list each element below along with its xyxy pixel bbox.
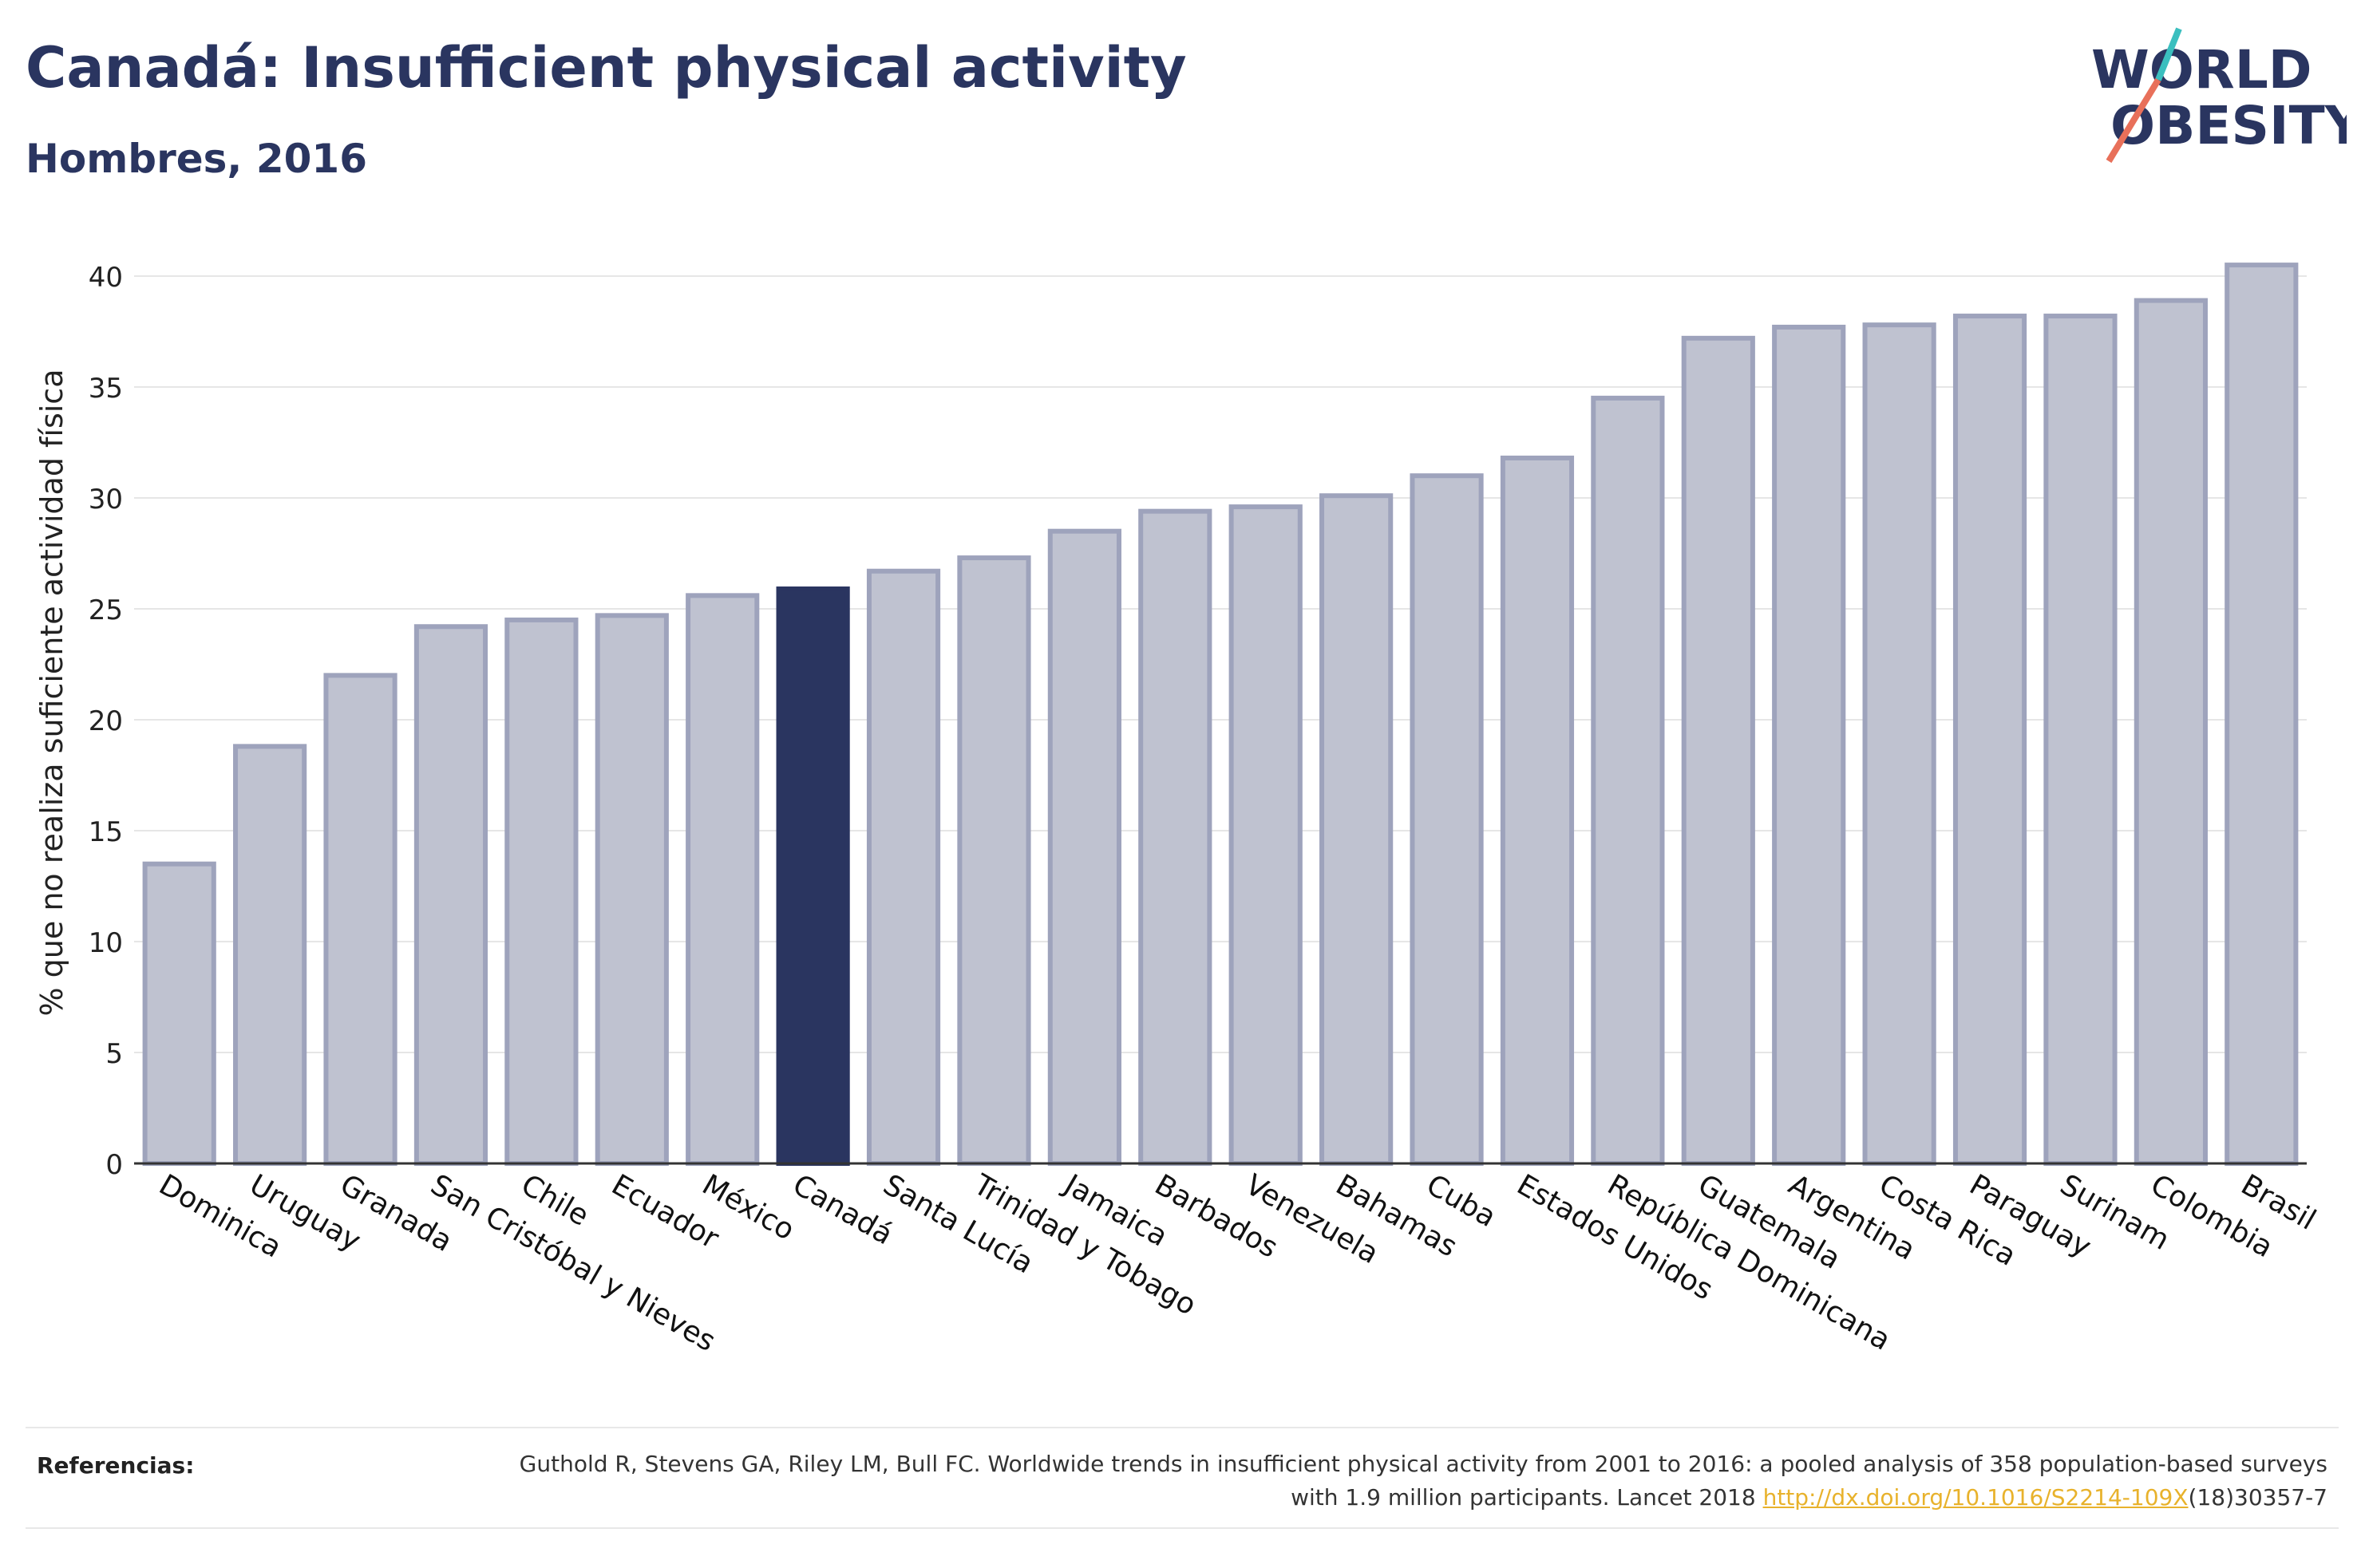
bar-19[interactable]: [1862, 322, 1936, 1166]
y-tick-label: 25: [89, 594, 123, 626]
references-label: Referencias:: [37, 1452, 195, 1479]
references-box: Referencias: Guthold R, Stevens GA, Rile…: [26, 1427, 2339, 1529]
page-subtitle: Hombres, 2016: [26, 136, 367, 182]
bar-16[interactable]: [1591, 395, 1665, 1166]
references-text: Guthold R, Stevens GA, Riley LM, Bull FC…: [492, 1448, 2327, 1515]
bar-7[interactable]: [776, 586, 850, 1166]
y-tick-label: 5: [105, 1038, 123, 1070]
bar-20[interactable]: [1952, 314, 2027, 1166]
bar-5[interactable]: [595, 613, 669, 1166]
bar-8[interactable]: [866, 568, 941, 1166]
bar-14[interactable]: [1410, 473, 1484, 1166]
x-tick-label: Canadá: [787, 1168, 898, 1251]
bar-1[interactable]: [233, 744, 307, 1166]
bar-10[interactable]: [1047, 528, 1121, 1166]
y-axis-label: % que no realiza suficiente actividad fí…: [34, 369, 69, 1017]
references-citation-end: (18)30357-7: [2188, 1484, 2327, 1511]
world-obesity-logo: WORLD OBESITY: [2091, 27, 2347, 164]
logo-slash-teal: [2155, 27, 2182, 81]
y-tick-label: 10: [89, 927, 123, 959]
bar-chart: 0 5 10 15 20 25 30 35 40 DominicaUruguayGranadaS…: [34, 262, 2321, 1358]
bar-3[interactable]: [413, 624, 488, 1166]
bar-9[interactable]: [957, 555, 1031, 1166]
y-tick-label: 20: [89, 705, 123, 737]
bar-4[interactable]: [504, 617, 579, 1166]
bar-15[interactable]: [1500, 455, 1575, 1166]
y-tick-label: 35: [89, 373, 123, 405]
y-tick-label: 40: [89, 262, 123, 294]
bar-13[interactable]: [1319, 493, 1394, 1166]
y-tick-labels: 0 5 10 15 20 25 30 35 40: [89, 262, 123, 1181]
page-title: Canadá: Insufficient physical activity: [26, 35, 1187, 101]
bar-17[interactable]: [1681, 335, 1755, 1167]
bar-21[interactable]: [2043, 314, 2118, 1166]
y-tick-label: 30: [89, 484, 123, 515]
logo-line2: OBESITY: [2110, 95, 2347, 156]
y-tick-label: 15: [89, 816, 123, 848]
bar-22[interactable]: [2134, 298, 2208, 1167]
bar-18[interactable]: [1772, 324, 1846, 1167]
grid-lines: [134, 275, 2307, 1053]
logo-line1: WORLD: [2091, 39, 2312, 101]
bar-23[interactable]: [2225, 263, 2299, 1167]
bars: [142, 263, 2299, 1167]
bar-12[interactable]: [1228, 504, 1303, 1166]
bar-0[interactable]: [142, 861, 216, 1166]
bar-6[interactable]: [686, 593, 760, 1166]
bar-2[interactable]: [323, 673, 397, 1166]
bar-11[interactable]: [1138, 508, 1212, 1166]
references-doi-link[interactable]: http://dx.doi.org/10.1016/S2214-109X: [1762, 1484, 2189, 1511]
y-tick-label: 0: [105, 1149, 123, 1181]
references-citation: Guthold R, Stevens GA, Riley LM, Bull FC…: [519, 1451, 2327, 1511]
logo-slash-coral: [2106, 77, 2161, 164]
